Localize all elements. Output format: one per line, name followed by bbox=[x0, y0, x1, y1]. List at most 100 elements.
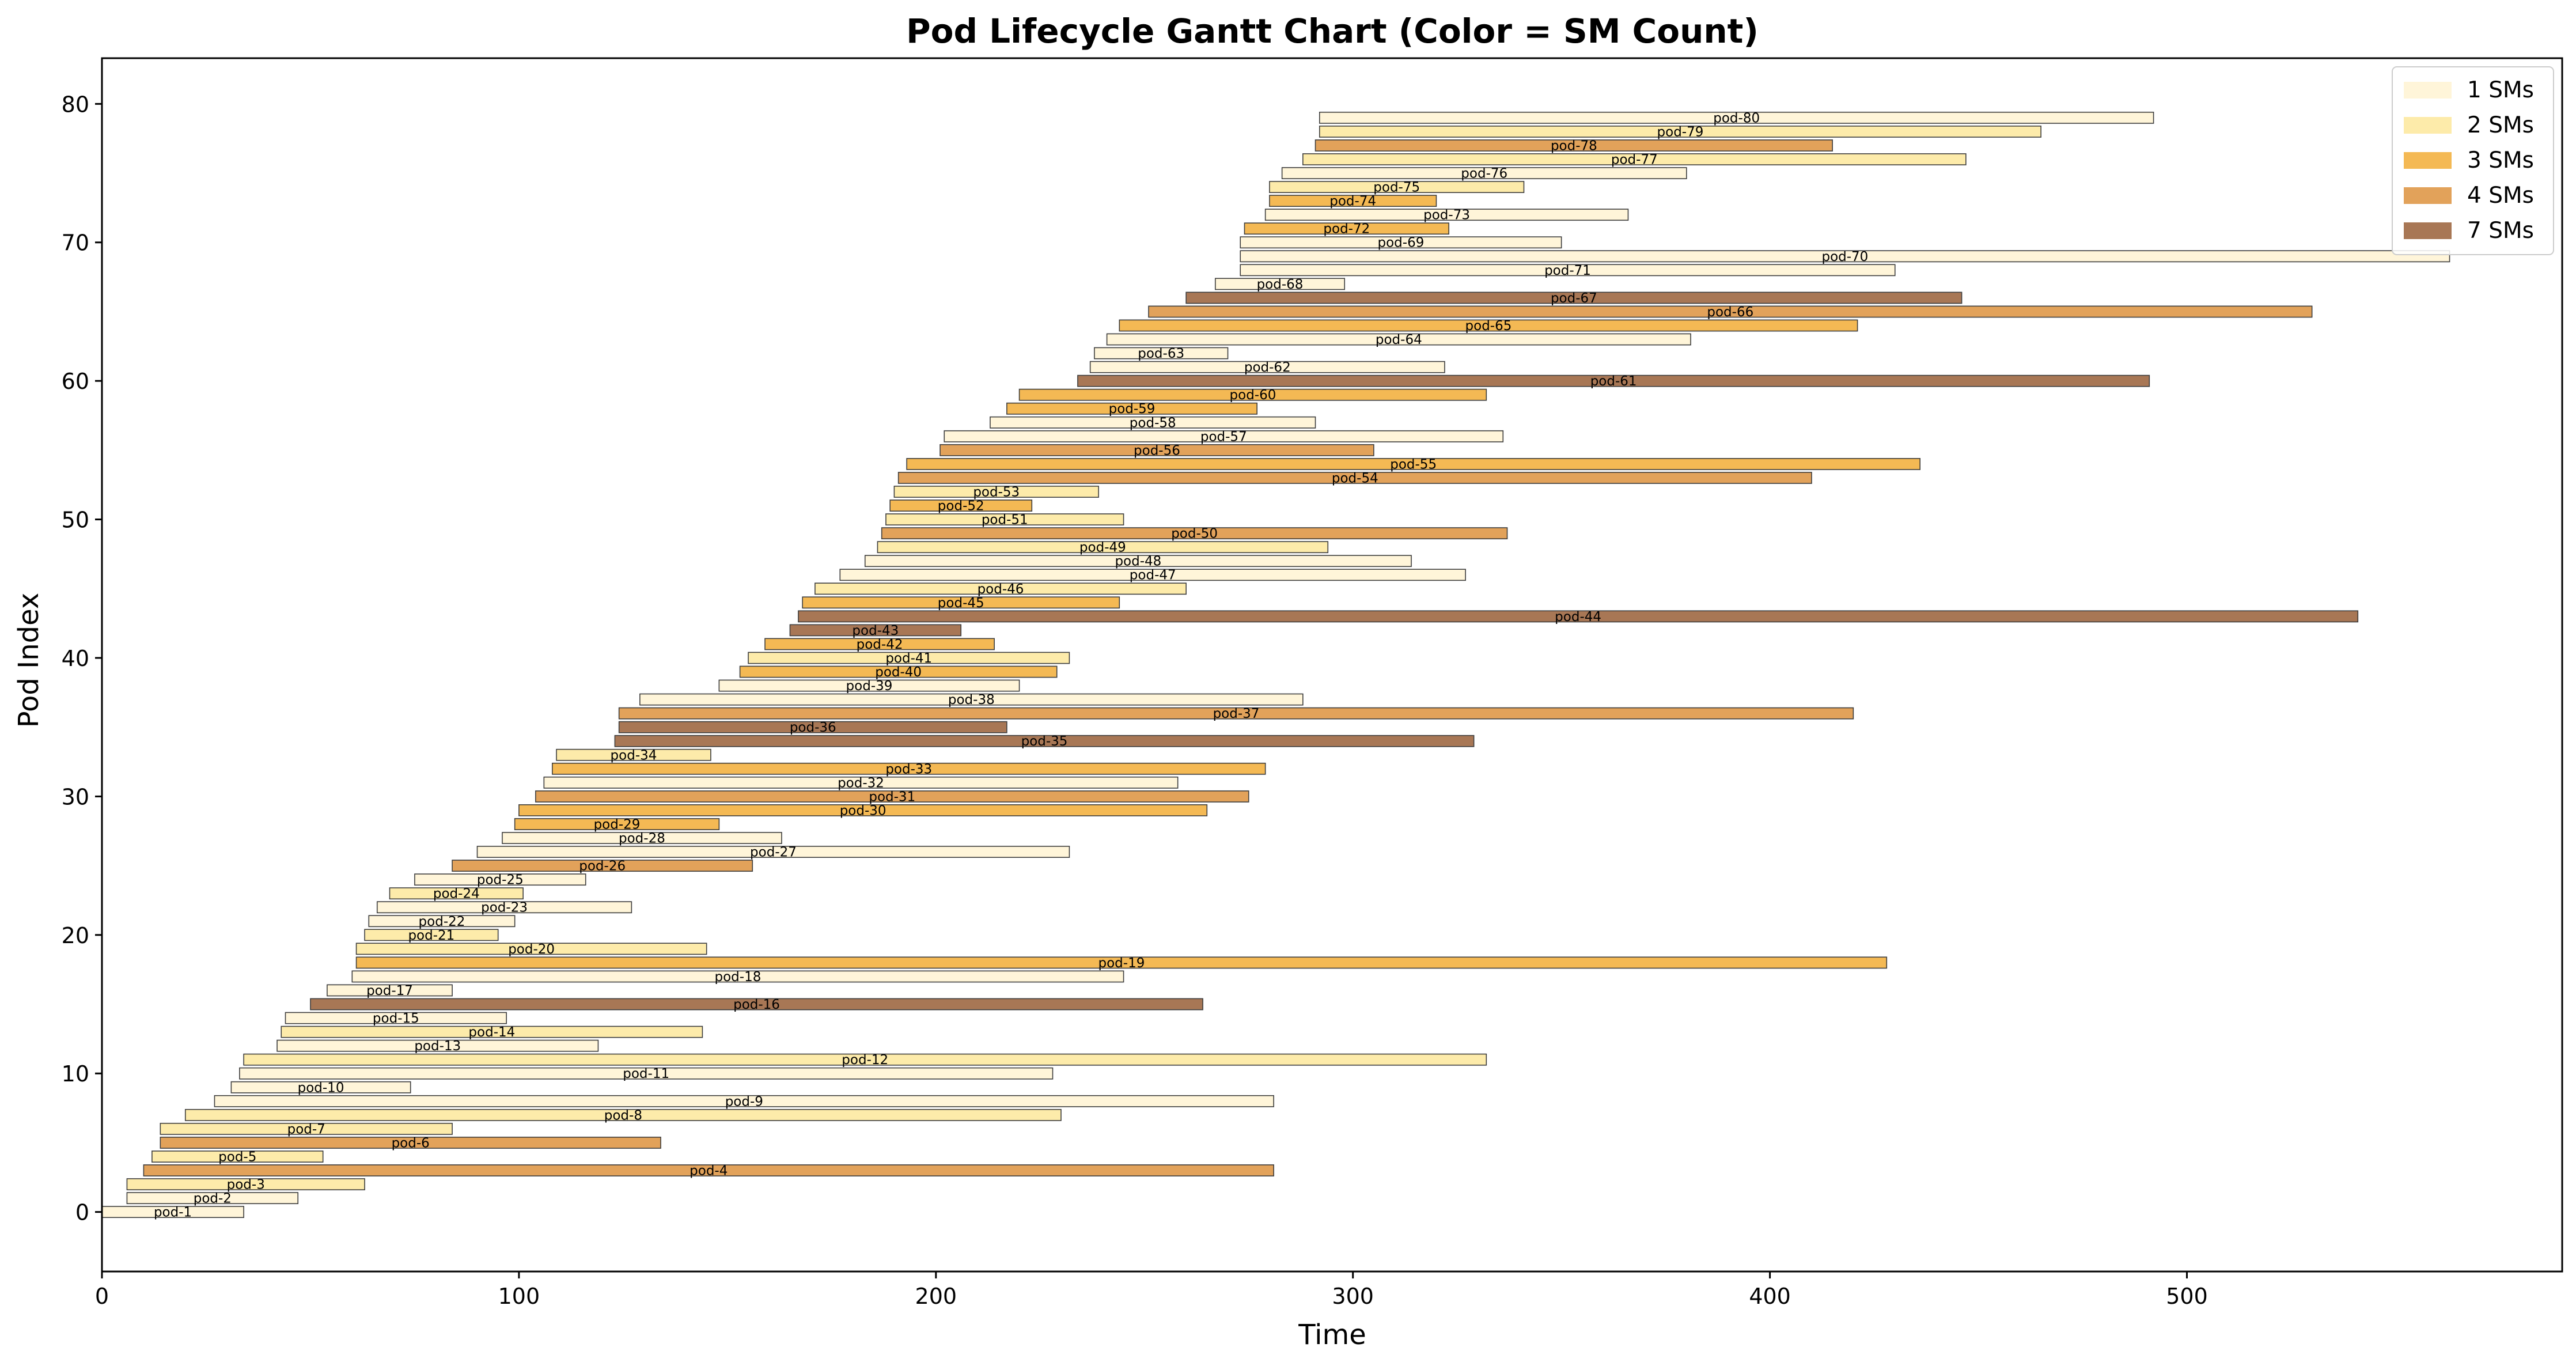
pod-bar-pod-21: pod-21 bbox=[364, 928, 499, 943]
pod-bar-label: pod-23 bbox=[481, 900, 528, 915]
y-tick-label: 30 bbox=[62, 784, 89, 809]
pod-bar-pod-76: pod-76 bbox=[1281, 167, 1687, 181]
pod-bar-label: pod-73 bbox=[1423, 208, 1470, 223]
legend-label: 3 SMs bbox=[2467, 147, 2534, 173]
pod-bar-pod-42: pod-42 bbox=[764, 637, 995, 652]
pod-bar-pod-37: pod-37 bbox=[618, 706, 1854, 721]
pod-bar-pod-41: pod-41 bbox=[748, 651, 1070, 666]
pod-bar-pod-51: pod-51 bbox=[885, 513, 1124, 528]
pod-bar bbox=[143, 1164, 1274, 1176]
pod-bar-label: pod-7 bbox=[287, 1122, 325, 1137]
legend-swatch bbox=[2404, 187, 2452, 204]
pod-bar-pod-12: pod-12 bbox=[243, 1053, 1487, 1068]
pod-bar bbox=[368, 915, 516, 928]
y-axis-label: Pod Index bbox=[13, 593, 45, 728]
pod-bar bbox=[893, 486, 1099, 498]
pod-bar-label: pod-51 bbox=[982, 513, 1028, 528]
legend-label: 4 SMs bbox=[2467, 183, 2534, 209]
pod-bar-pod-29: pod-29 bbox=[514, 817, 720, 832]
pod-bar bbox=[798, 610, 2359, 623]
pod-bar-label: pod-56 bbox=[1134, 443, 1180, 458]
pod-bar-label: pod-31 bbox=[869, 789, 915, 804]
pod-bar-pod-47: pod-47 bbox=[839, 568, 1466, 583]
pod-bar-pod-16: pod-16 bbox=[310, 997, 1203, 1012]
pod-bar-label: pod-63 bbox=[1138, 346, 1184, 361]
pod-bar bbox=[502, 832, 782, 844]
legend-swatch bbox=[2404, 152, 2452, 169]
pod-bar bbox=[1269, 181, 1525, 193]
pod-bar-label: pod-59 bbox=[1109, 402, 1156, 417]
axes-frame bbox=[101, 57, 2563, 1273]
x-tick-label: 200 bbox=[915, 1284, 957, 1309]
pod-bar-pod-78: pod-78 bbox=[1314, 138, 1833, 153]
pod-bar-pod-20: pod-20 bbox=[355, 942, 707, 957]
pod-bar bbox=[1185, 292, 1963, 304]
pod-bar-pod-22: pod-22 bbox=[368, 914, 516, 929]
pod-bar-pod-19: pod-19 bbox=[355, 956, 1888, 971]
pod-bar-label: pod-55 bbox=[1390, 457, 1437, 472]
pod-bar-pod-2: pod-2 bbox=[126, 1191, 299, 1206]
pod-bar-label: pod-21 bbox=[408, 928, 454, 943]
y-tick-label: 10 bbox=[62, 1061, 89, 1087]
pod-bar-label: pod-47 bbox=[1130, 568, 1176, 583]
pod-bar bbox=[126, 1178, 365, 1190]
legend-item: 1 SMs bbox=[2404, 77, 2534, 103]
pod-bar-label: pod-10 bbox=[298, 1080, 344, 1095]
pod-bar-label: pod-66 bbox=[1707, 305, 1753, 320]
pod-bar-pod-10: pod-10 bbox=[230, 1080, 411, 1095]
pod-bar-label: pod-22 bbox=[419, 914, 465, 929]
pod-bar-pod-58: pod-58 bbox=[990, 415, 1316, 430]
pod-bar-pod-38: pod-38 bbox=[639, 693, 1304, 707]
pod-bar-label: pod-67 bbox=[1551, 291, 1597, 306]
pod-bar bbox=[940, 444, 1374, 456]
pod-bar bbox=[1077, 374, 2150, 387]
x-tick-label: 400 bbox=[1749, 1284, 1791, 1309]
pod-bar-pod-70: pod-70 bbox=[1240, 249, 2450, 264]
pod-bar bbox=[718, 679, 1020, 692]
pod-bar-pod-32: pod-32 bbox=[543, 775, 1179, 790]
pod-bar-pod-33: pod-33 bbox=[552, 762, 1266, 777]
pod-bar bbox=[160, 1122, 453, 1135]
pod-bar-label: pod-40 bbox=[875, 665, 922, 680]
pod-bar bbox=[1119, 319, 1858, 332]
pod-bar bbox=[839, 569, 1466, 581]
pod-bar-label: pod-74 bbox=[1329, 194, 1376, 209]
pod-bar bbox=[281, 1026, 703, 1038]
pod-bar-label: pod-39 bbox=[846, 679, 893, 694]
pod-bar-label: pod-42 bbox=[857, 637, 903, 652]
pod-bar bbox=[1240, 250, 2450, 263]
pod-bar-pod-64: pod-64 bbox=[1106, 332, 1691, 347]
pod-bar-pod-48: pod-48 bbox=[864, 554, 1412, 569]
pod-bar-pod-66: pod-66 bbox=[1148, 305, 2313, 320]
pod-bar-label: pod-3 bbox=[227, 1178, 265, 1193]
pod-bar-pod-4: pod-4 bbox=[143, 1164, 1274, 1179]
pod-bar-label: pod-18 bbox=[715, 970, 762, 985]
pod-bar-label: pod-32 bbox=[838, 775, 884, 790]
pod-bar-label: pod-26 bbox=[579, 859, 626, 874]
pod-bar-label: pod-41 bbox=[885, 651, 932, 666]
pod-bar-label: pod-49 bbox=[1079, 540, 1126, 555]
pod-bar bbox=[327, 984, 453, 997]
pod-bar bbox=[739, 665, 1058, 678]
pod-bar-pod-74: pod-74 bbox=[1269, 194, 1437, 209]
pod-bar-label: pod-37 bbox=[1213, 706, 1260, 721]
legend-swatch bbox=[2404, 222, 2452, 239]
pod-bar bbox=[243, 1053, 1487, 1066]
pod-bar-label: pod-9 bbox=[725, 1094, 763, 1109]
pod-bar bbox=[889, 500, 1033, 512]
pod-bar-pod-73: pod-73 bbox=[1264, 208, 1629, 223]
pod-bar-pod-6: pod-6 bbox=[160, 1136, 661, 1151]
pod-bar bbox=[748, 652, 1070, 664]
pod-bar bbox=[1269, 195, 1437, 207]
pod-bar-label: pod-62 bbox=[1244, 360, 1291, 375]
pod-bar-label: pod-65 bbox=[1465, 319, 1512, 334]
legend-label: 7 SMs bbox=[2467, 218, 2534, 244]
pod-bar-label: pod-36 bbox=[790, 720, 836, 735]
pod-bar-label: pod-20 bbox=[508, 942, 555, 957]
pod-bar bbox=[877, 541, 1329, 554]
pod-bar bbox=[543, 776, 1179, 789]
pod-bar-pod-46: pod-46 bbox=[815, 582, 1187, 597]
pod-bar-pod-35: pod-35 bbox=[614, 734, 1475, 749]
pod-bar-pod-8: pod-8 bbox=[184, 1108, 1062, 1123]
